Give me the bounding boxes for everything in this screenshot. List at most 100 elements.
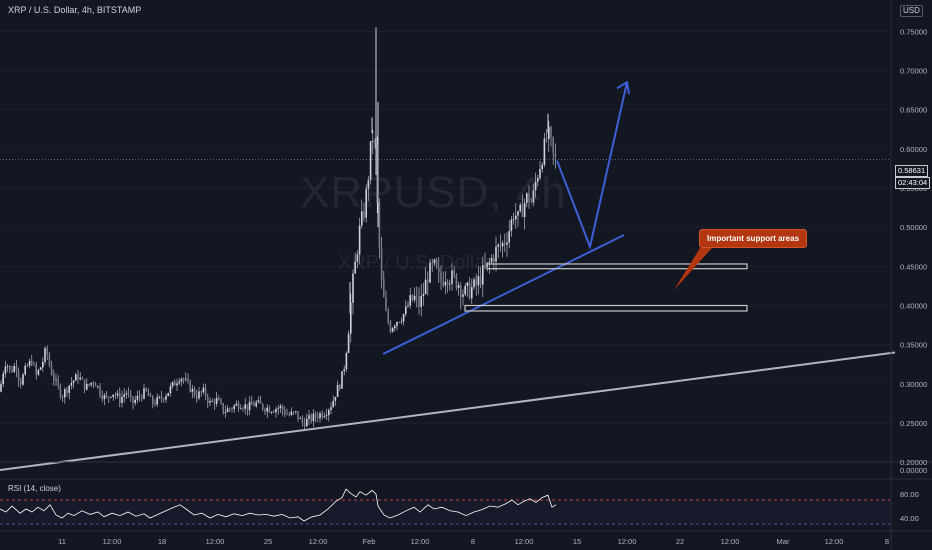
candle-body <box>220 400 222 404</box>
support-zone <box>464 304 748 312</box>
candle-body <box>504 242 506 245</box>
candle-body <box>453 270 455 275</box>
rsi-pane <box>0 488 890 525</box>
chart-title: XRP / U.S. Dollar, 4h, BITSTAMP <box>8 5 142 15</box>
candle-body <box>482 265 484 285</box>
x-tick-label: 12:00 <box>618 537 637 546</box>
candle-body <box>66 389 68 393</box>
candle-body <box>380 247 383 279</box>
candle-body <box>165 395 167 400</box>
callout-important-support[interactable]: Important support areas <box>699 229 808 248</box>
candle-body <box>464 285 466 295</box>
candle-body <box>61 396 64 398</box>
candle-body <box>103 395 106 400</box>
candles <box>0 27 557 430</box>
x-tick-label: 22 <box>676 537 684 546</box>
candle-body <box>132 396 134 403</box>
candle-body <box>374 140 376 144</box>
candle-body <box>270 412 273 413</box>
candle-body <box>160 396 163 399</box>
candle-body <box>510 219 513 232</box>
candle-body <box>336 385 339 397</box>
projection-path <box>556 82 628 251</box>
long-term-trendline <box>0 351 896 471</box>
candle-body <box>303 422 306 427</box>
candle-body <box>372 140 374 142</box>
candle-body <box>449 283 451 285</box>
candle-body <box>457 285 460 289</box>
candle-body <box>11 370 13 372</box>
candle-body <box>226 408 229 413</box>
candle-body <box>431 262 433 264</box>
y-tick-label: 0.30000 <box>900 380 927 389</box>
candle-body <box>405 306 407 315</box>
x-tick-label: 11 <box>58 537 66 546</box>
candle-body <box>310 415 312 422</box>
support-zones <box>464 248 748 312</box>
candle-body <box>209 401 211 403</box>
x-tick-label: 12:00 <box>309 537 328 546</box>
candle-body <box>317 417 319 419</box>
candle-body <box>550 127 552 138</box>
candle-body <box>416 295 418 297</box>
candle-body <box>424 279 427 295</box>
candle-body <box>149 396 152 397</box>
candle-body <box>497 244 499 247</box>
candle-body <box>418 295 420 307</box>
candle-body <box>147 390 150 397</box>
candle-body <box>462 294 464 297</box>
y-tick-label: 0.75000 <box>900 27 927 36</box>
candle-body <box>130 394 132 397</box>
candle-body <box>193 388 196 396</box>
candle-body <box>17 370 20 381</box>
x-tick-label: 8 <box>471 537 475 546</box>
candle-body <box>235 403 238 406</box>
candle-body <box>116 393 119 396</box>
candle-body <box>22 374 24 385</box>
candle-body <box>123 394 125 397</box>
candle-body <box>44 348 46 362</box>
candle-body <box>352 273 354 303</box>
candle-body <box>466 282 469 286</box>
candle-body <box>433 259 436 264</box>
candle-body <box>477 276 480 286</box>
candle-body <box>365 188 367 218</box>
candle-body <box>468 282 471 299</box>
candle-body <box>213 400 216 404</box>
candle-body <box>207 396 209 403</box>
candle-body <box>180 378 183 382</box>
currency-badge[interactable]: USD <box>900 5 923 17</box>
candle-body <box>68 385 70 393</box>
candle-body <box>134 399 136 403</box>
x-tick-label: 12:00 <box>206 537 225 546</box>
candle-body <box>526 193 528 204</box>
candle-body <box>244 404 246 409</box>
projection-arrowhead <box>616 80 630 95</box>
candle-body <box>539 169 541 179</box>
candle-body <box>473 279 475 288</box>
candle-body <box>90 382 92 385</box>
candle-body <box>312 413 315 422</box>
x-tick-label: 12:00 <box>721 537 740 546</box>
candle-body <box>156 397 158 405</box>
candle-body <box>400 321 403 323</box>
candle-body <box>13 366 15 372</box>
candle-body <box>530 201 532 203</box>
candle-body <box>387 310 389 323</box>
x-tick-label: 12:00 <box>515 537 534 546</box>
candle-body <box>246 404 249 411</box>
candle-body <box>532 190 535 203</box>
candle-body <box>435 259 438 268</box>
candle-body <box>75 374 77 381</box>
candle-body <box>26 365 29 367</box>
candle-body <box>158 396 161 398</box>
candle-body <box>35 364 37 375</box>
candle-body <box>358 225 361 255</box>
candle-body <box>323 415 326 417</box>
candle-body <box>330 407 332 410</box>
candle-body <box>273 412 275 413</box>
candle-body <box>552 137 554 154</box>
candle-body <box>200 391 202 393</box>
candle-body <box>24 365 26 375</box>
